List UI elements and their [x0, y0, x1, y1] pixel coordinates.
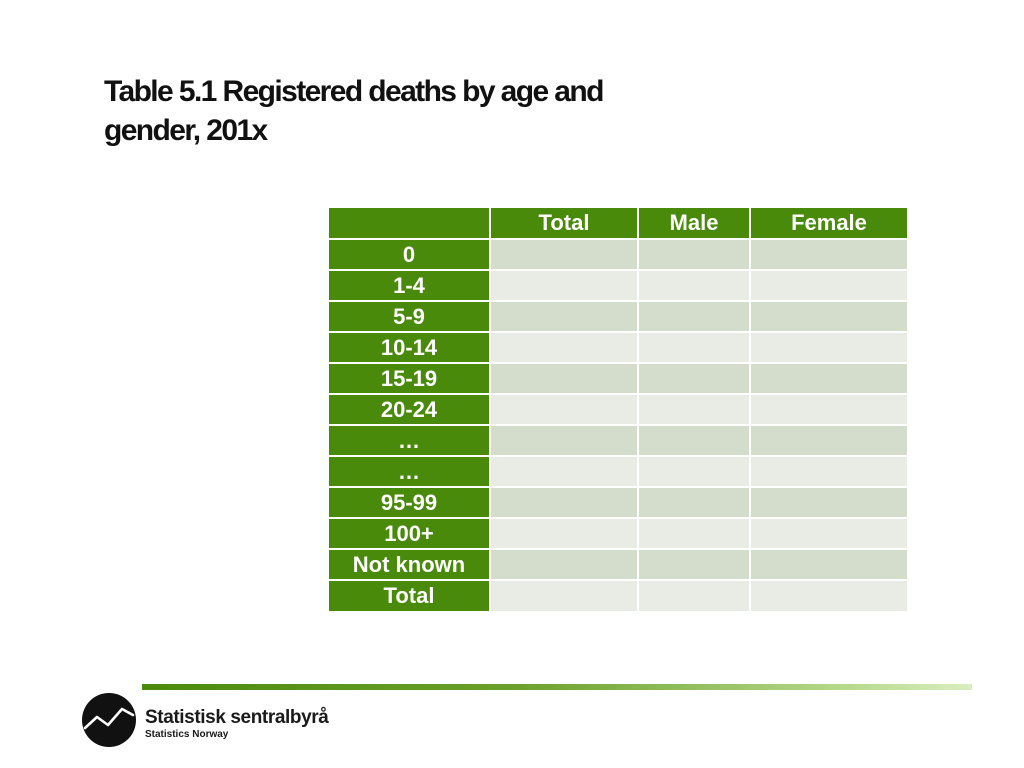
row-label: …: [327, 424, 491, 457]
cell-female: [749, 393, 909, 426]
table-header-row: Total Male Female: [327, 206, 909, 240]
row-label: 0: [327, 238, 491, 271]
table-row: 20-24: [327, 393, 909, 426]
row-label: 95-99: [327, 486, 491, 519]
deaths-table: Total Male Female 0 1-4 5-9: [327, 206, 909, 613]
cell-female: [749, 238, 909, 271]
cell-male: [637, 548, 751, 581]
cell-female: [749, 269, 909, 302]
title-line-2: gender, 201x: [104, 114, 268, 147]
table-row: 1-4: [327, 269, 909, 302]
cell-female: [749, 424, 909, 457]
cell-male: [637, 486, 751, 519]
row-label: 10-14: [327, 331, 491, 364]
table-row: Not known: [327, 548, 909, 581]
cell-male: [637, 238, 751, 271]
title-line-1: Table 5.1 Registered deaths by age and: [104, 75, 604, 108]
table-row: …: [327, 424, 909, 457]
cell-total: [489, 238, 639, 271]
header-female: Female: [749, 206, 909, 240]
table-row: 15-19: [327, 362, 909, 395]
cell-total: [489, 362, 639, 395]
cell-female: [749, 300, 909, 333]
row-label: 5-9: [327, 300, 491, 333]
cell-total: [489, 455, 639, 488]
table-row: 5-9: [327, 300, 909, 333]
footer-divider: [142, 684, 972, 690]
cell-total: [489, 424, 639, 457]
ssb-logo-icon: [82, 693, 136, 747]
row-label: 100+: [327, 517, 491, 550]
cell-female: [749, 517, 909, 550]
cell-female: [749, 331, 909, 364]
cell-total: [489, 269, 639, 302]
table-row: 95-99: [327, 486, 909, 519]
cell-female: [749, 362, 909, 395]
cell-total: [489, 548, 639, 581]
row-label: Not known: [327, 548, 491, 581]
cell-male: [637, 362, 751, 395]
header-total: Total: [489, 206, 639, 240]
row-label: …: [327, 455, 491, 488]
cell-female: [749, 455, 909, 488]
cell-male: [637, 331, 751, 364]
cell-total: [489, 393, 639, 426]
brand-subtitle: Statistics Norway: [145, 729, 229, 740]
page-title: Table 5.1 Registered deaths by age and g…: [104, 72, 704, 150]
cell-female: [749, 579, 909, 613]
cell-male: [637, 424, 751, 457]
cell-total: [489, 331, 639, 364]
cell-male: [637, 300, 751, 333]
brand-name: Statistisk sentralbyrå: [145, 707, 329, 728]
header-corner: [327, 206, 491, 240]
cell-male: [637, 579, 751, 613]
table-row-total: Total: [327, 579, 909, 613]
row-label: Total: [327, 579, 491, 613]
table-row: …: [327, 455, 909, 488]
cell-total: [489, 300, 639, 333]
table-row: 0: [327, 238, 909, 271]
table-row: 10-14: [327, 331, 909, 364]
header-male: Male: [637, 206, 751, 240]
cell-male: [637, 393, 751, 426]
cell-male: [637, 269, 751, 302]
cell-total: [489, 579, 639, 613]
row-label: 15-19: [327, 362, 491, 395]
table-row: 100+: [327, 517, 909, 550]
row-label: 1-4: [327, 269, 491, 302]
cell-total: [489, 517, 639, 550]
cell-male: [637, 455, 751, 488]
row-label: 20-24: [327, 393, 491, 426]
cell-total: [489, 486, 639, 519]
cell-female: [749, 548, 909, 581]
cell-female: [749, 486, 909, 519]
cell-male: [637, 517, 751, 550]
